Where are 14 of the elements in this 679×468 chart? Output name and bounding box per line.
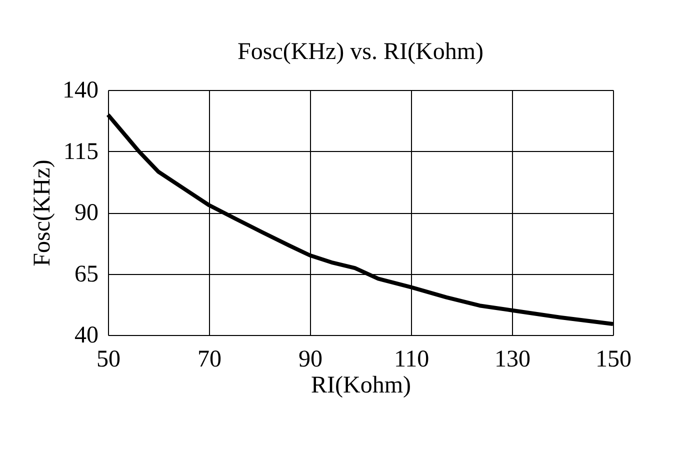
y-tick-label: 115	[63, 138, 98, 165]
x-tick-label: 70	[198, 346, 222, 372]
x-tick-label: 90	[298, 346, 322, 372]
x-tick-label: 110	[394, 346, 430, 372]
y-tick-label: 65	[74, 261, 98, 288]
x-tick-label: 130	[494, 346, 530, 372]
x-tick-label: 50	[96, 346, 120, 372]
chart-title: Fosc(KHz) vs. RI(Kohm)	[238, 39, 484, 65]
x-tick-label: 150	[596, 346, 632, 372]
y-tick-label: 140	[62, 78, 98, 104]
y-axis-title: Fosc(KHz)	[30, 160, 56, 266]
x-axis-title: RI(Kohm)	[311, 372, 411, 398]
y-tick-label: 40	[74, 322, 98, 348]
y-tick-label: 90	[74, 200, 98, 226]
